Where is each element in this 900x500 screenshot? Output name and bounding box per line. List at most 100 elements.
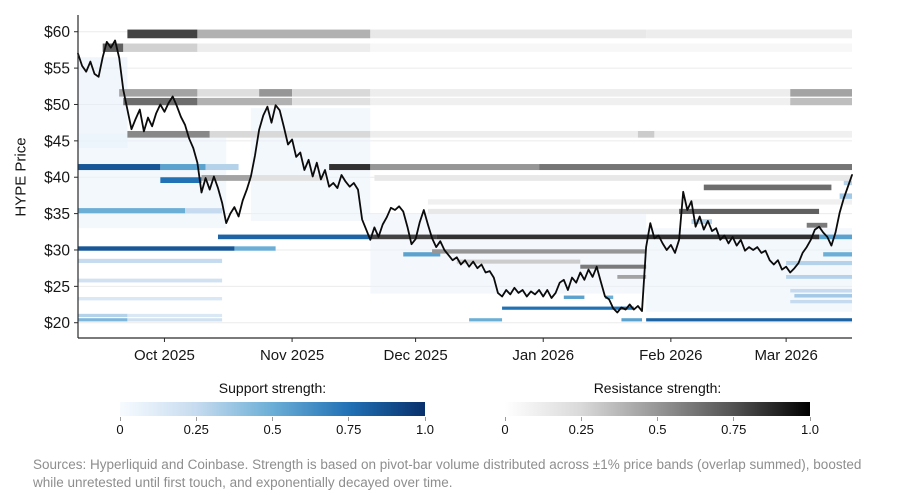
resistance-band-segment (617, 274, 647, 279)
y-tick-labels: $20 $25 $30 $35 $40 $45 $50 $55 $60 (44, 24, 78, 332)
support-band-segment (217, 234, 371, 240)
resistance-colorbar (505, 402, 810, 416)
resistance-legend-title: Resistance strength: (593, 380, 722, 396)
colorbar-tick-label: 0.5 (263, 422, 282, 437)
support-band-segment (205, 164, 239, 171)
support-band-segment (823, 252, 852, 257)
support-band-segment (127, 318, 223, 322)
resistance-band-segment (102, 43, 124, 52)
resistance-band-segment (539, 164, 852, 171)
colorbar-tick (195, 417, 197, 421)
resistance-band-segment (790, 89, 852, 97)
support-band-segment (621, 318, 643, 322)
support-band-segment (839, 193, 852, 199)
x-tick-label: Feb 2026 (639, 347, 702, 364)
support-band-segment (78, 313, 128, 318)
source-note-line1: Sources: Hyperliquid and Coinbase. Stren… (33, 457, 862, 472)
support-band-segment (563, 295, 585, 299)
colorbar-tick (504, 417, 506, 421)
x-tick-label: Dec 2025 (383, 347, 447, 364)
resistance-band-segment (427, 208, 680, 214)
resistance-band-segment (123, 43, 198, 52)
x-tick-label: Oct 2025 (134, 347, 195, 364)
resistance-band-segment (197, 89, 260, 97)
colorbar-tick-label: 0.75 (721, 422, 747, 437)
support-band-segment (843, 179, 852, 186)
resistance-band-segment (703, 184, 832, 191)
y-axis-title: HYPE Price (12, 137, 30, 217)
support-band-segment (160, 164, 206, 171)
resistance-band-segment (197, 97, 293, 106)
resistance-band-segment (646, 29, 852, 39)
colorbar-tick (119, 417, 121, 421)
support-legend-title: Support strength: (218, 380, 327, 396)
y-tick-label: $25 (44, 279, 70, 296)
support-band-segment (78, 318, 128, 322)
resistance-band-segment (250, 175, 326, 181)
resistance-band-segment (427, 199, 852, 205)
support-band-segment (185, 208, 223, 214)
y-tick-label: $30 (44, 242, 70, 259)
support-band-segment (78, 278, 223, 283)
colorbar-tick-label: 0.75 (336, 422, 362, 437)
resistance-band-segment (370, 97, 791, 106)
support-band-segment (78, 164, 161, 171)
resistance-band-segment (201, 175, 251, 181)
support-band-segment (78, 297, 223, 301)
x-tick-labels: Oct 2025 Nov 2025 Dec 2025 Jan 2026 Feb 2026… (134, 338, 818, 364)
resistance-band-segment (292, 89, 371, 97)
y-tick-label: $20 (44, 315, 70, 332)
support-band-segment (160, 177, 202, 184)
resistance-band-segment (370, 234, 437, 240)
support-band-segment (790, 299, 852, 304)
support-band-segment (234, 246, 276, 251)
price-heatmap-chart: $20 $25 $30 $35 $40 $45 $50 $55 $60 Oct 2025 Nov 2… (44, 15, 853, 364)
resistance-band-segment (259, 89, 293, 97)
resistance-band-segment (127, 29, 198, 39)
support-band-segment (786, 261, 852, 266)
y-tick-label: $45 (44, 133, 70, 150)
resistance-band-segment (580, 264, 647, 269)
colorbar-tick (809, 417, 811, 421)
source-note: Sources: Hyperliquid and Coinbase. Stren… (33, 456, 883, 492)
resistance-band-segment (197, 29, 371, 39)
resistance-band-segment (374, 175, 852, 181)
colorbar-tick (348, 417, 350, 421)
source-note-line2: while unretested until first touch, and … (33, 475, 453, 490)
colorbar-tick (580, 417, 582, 421)
support-band-segment (794, 294, 852, 298)
resistance-band-segment (370, 29, 647, 39)
resistance-band-segment (329, 164, 371, 171)
colorbar-tick-label: 0 (501, 422, 509, 437)
x-tick-label: Mar 2026 (754, 347, 817, 364)
resistance-band-segment (679, 208, 820, 214)
colorbar-tick-label: 0.5 (648, 422, 667, 437)
y-tick-label: $40 (44, 170, 70, 187)
colorbar-tick-label: 1.0 (800, 422, 820, 437)
colorbar-tick-label: 0 (116, 422, 124, 437)
support-wash (646, 228, 852, 312)
resistance-band-segment (127, 130, 210, 138)
support-band-segment (469, 318, 503, 322)
support-band-segment (127, 313, 223, 318)
support-band-segment (502, 306, 634, 310)
support-band-segment (78, 208, 186, 214)
colorbar-tick-label: 1.0 (415, 422, 435, 437)
support-band-segment (790, 288, 852, 293)
resistance-band-segment (790, 97, 852, 106)
y-tick-label: $55 (44, 61, 70, 78)
support-band-segment (78, 246, 235, 251)
resistance-band-segment (119, 89, 198, 97)
resistance-band-segment (432, 249, 647, 254)
y-tick-label: $50 (44, 97, 70, 114)
y-tick-label: $60 (44, 24, 70, 41)
support-band-segment (786, 274, 852, 279)
colorbar-tick (733, 417, 735, 421)
colorbar-tick-label: 0.25 (183, 422, 209, 437)
resistance-band-segment (370, 43, 852, 52)
support-band-segment (604, 295, 614, 299)
colorbar-tick (657, 417, 658, 421)
support-band-segment (646, 318, 852, 322)
resistance-band-segment (197, 43, 371, 52)
